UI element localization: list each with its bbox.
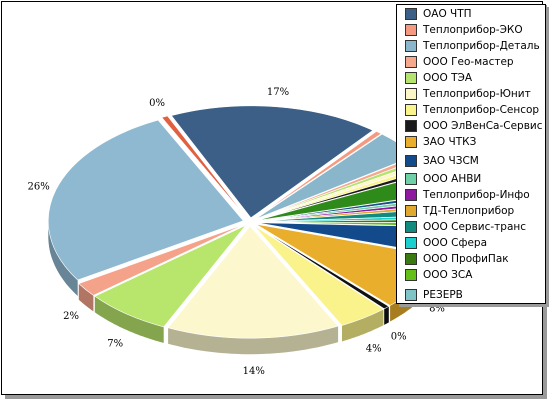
legend-label: Теплоприбор-Деталь: [423, 40, 540, 52]
pie-slice: [254, 131, 382, 220]
legend-label: ООО ЭлВенСа-Сервис: [423, 120, 543, 132]
pie-data-label: 14%: [243, 366, 265, 377]
legend-swatch: [405, 88, 417, 100]
legend-item: Теплоприбор-Сенсор: [405, 103, 539, 117]
pie-slice: [161, 115, 248, 219]
pie-data-label: 2%: [63, 311, 79, 322]
legend-swatch: [405, 289, 417, 301]
pie-slice-side: [78, 283, 94, 312]
legend-item: ЗАО ЧЗСМ: [405, 154, 479, 168]
legend-item: РЕЗЕРВ: [405, 288, 463, 302]
pie-labels: 17% 8% 0% 4% 14% 7% 2% 26% 0%: [27, 87, 444, 377]
legend-label: Теплоприбор-Сенсор: [423, 104, 540, 116]
pie-slice-side: [168, 326, 339, 355]
legend-label: РЕЗЕРВ: [423, 289, 463, 301]
legend-item: ООО ТЭА: [405, 71, 472, 85]
legend-swatch: [405, 253, 417, 265]
pie-slice-side: [342, 309, 384, 342]
pie-slice: [254, 224, 390, 310]
pie-slice-side: [94, 296, 164, 343]
legend-label: ООО ТЭА: [423, 72, 473, 84]
legend-swatch: [405, 189, 417, 201]
pie-slice-side: [48, 222, 78, 296]
legend-item: Теплоприбор-Юнит: [405, 87, 531, 101]
legend-label: Теплоприбор-ЭКО: [423, 24, 523, 36]
legend-swatch: [405, 24, 417, 36]
legend-item: ООО ЭлВенСа-Сервис: [405, 119, 543, 133]
legend-item: ООО ПрофиПак: [405, 252, 509, 266]
legend-swatch: [405, 173, 417, 185]
legend-label: ТД-Теплоприбор: [423, 205, 515, 217]
legend-label: ООО ЗСА: [423, 269, 473, 281]
pie-data-label: 17%: [267, 87, 289, 98]
legend-label: ЗАО ЧТКЗ: [423, 136, 477, 148]
pie-data-label: 4%: [366, 343, 382, 354]
legend-item: ООО Сервис-транс: [405, 220, 526, 234]
legend-item: Теплоприбор-Инфо: [405, 188, 530, 202]
legend-swatch: [405, 136, 417, 148]
pie-data-label: 7%: [107, 339, 123, 350]
legend-label: ООО АНВИ: [423, 173, 482, 185]
legend-item: ОАО ЧТП: [405, 7, 472, 21]
pie-data-label: 0%: [149, 98, 165, 109]
legend-label: ООО Гео-мастер: [423, 56, 514, 68]
legend-label: ОАО ЧТП: [423, 8, 472, 20]
legend-label: ООО ПрофиПак: [423, 253, 509, 265]
legend-swatch: [405, 56, 417, 68]
pie-slice: [48, 119, 244, 281]
pie-slice: [167, 225, 339, 339]
legend-swatch: [405, 155, 417, 167]
pie-slice: [253, 225, 384, 326]
legend-item: ООО ЗСА: [405, 268, 472, 282]
legend-item: ООО Гео-мастер: [405, 55, 514, 69]
legend-label: Теплоприбор-Инфо: [423, 189, 530, 201]
pie-data-label: 0%: [391, 331, 407, 342]
pie-slices: [48, 105, 453, 339]
legend-item: ЗАО ЧТКЗ: [405, 135, 476, 149]
legend-swatch: [405, 269, 417, 281]
pie-slice-side: [384, 306, 389, 325]
legend-item: Теплоприбор-ЭКО: [405, 23, 523, 37]
legend-item: ТД-Теплоприбор: [405, 204, 514, 218]
legend-label: ООО Сфера: [423, 237, 487, 249]
legend-label: ООО Сервис-транс: [423, 221, 527, 233]
legend-swatch: [405, 237, 417, 249]
legend-swatch: [405, 221, 417, 233]
legend-item: Теплоприбор-Деталь: [405, 39, 540, 53]
pie-data-label: 8%: [429, 304, 445, 315]
legend-swatch: [405, 205, 417, 217]
pie-sides: [48, 222, 452, 355]
legend-swatch: [405, 120, 417, 132]
pie-data-label: 26%: [27, 181, 49, 192]
legend: ОАО ЧТП Теплоприбор-ЭКО Теплоприбор-Деталь…: [396, 4, 546, 304]
legend-swatch: [405, 40, 417, 52]
legend-swatch: [405, 72, 417, 84]
legend-swatch: [405, 104, 417, 116]
legend-swatch: [405, 8, 417, 20]
legend-item: ООО Сфера: [405, 236, 487, 250]
legend-label: Теплоприбор-Юнит: [423, 88, 531, 100]
pie-slice: [94, 225, 246, 328]
pie-slice: [170, 105, 374, 219]
pie-slice: [78, 224, 245, 296]
legend-item: ООО АНВИ: [405, 172, 481, 186]
legend-label: ЗАО ЧЗСМ: [423, 155, 479, 167]
